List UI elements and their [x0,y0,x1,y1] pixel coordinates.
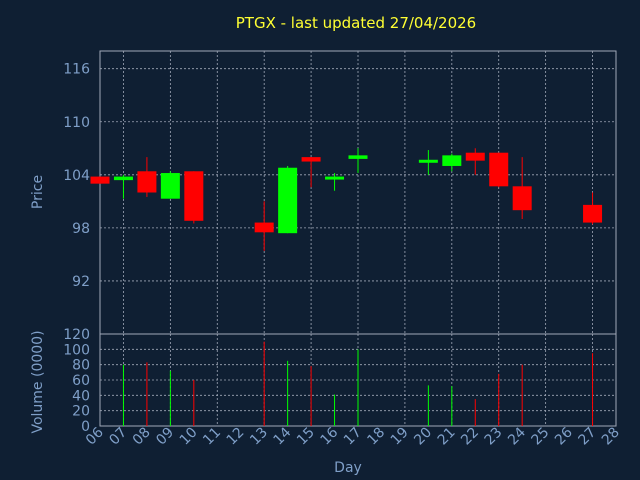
chart-title: PTGX - last updated 27/04/2026 [236,14,476,32]
candle-body [254,222,274,233]
candle-body [137,171,157,193]
candle-body [113,176,133,181]
x-tick-label: 14 [271,424,295,448]
candle-body [442,155,462,166]
candle-body [583,204,603,223]
price-tick-label: 98 [72,221,90,237]
x-tick-label: 09 [153,425,177,449]
volume-tick-label: 40 [72,388,90,404]
x-tick-label: 25 [529,425,553,449]
candle-body [160,173,180,199]
price-panel: 92 98 104 110 116 [63,50,617,335]
x-tick-label: 07 [106,425,130,449]
candle-body [465,152,485,161]
x-tick-label: 10 [177,425,201,449]
price-tick-label: 92 [72,274,90,290]
x-tick-label: 27 [575,425,599,449]
x-tick-label: 18 [364,425,388,449]
x-tick-label: 19 [388,425,412,449]
x-axis-label: Day [334,460,362,476]
x-tick-label: 16 [317,424,341,448]
x-tick-label: 26 [552,424,576,448]
price-tick-label: 110 [63,115,90,131]
price-axis-label: Price [30,175,46,209]
x-tick-label: 13 [247,425,271,449]
price-tick-label: 104 [63,168,90,184]
candle-body [184,171,204,221]
volume-tick-label: 0 [81,419,90,435]
candle-body [512,186,532,211]
volume-tick-label: 60 [72,373,90,389]
x-tick-label: 17 [341,425,365,449]
candle-body [90,176,110,184]
x-tick-label: 24 [505,424,529,448]
candle-body [325,176,345,180]
volume-axis-label: Volume (0000) [30,330,46,433]
x-tick-label: 21 [435,425,459,449]
volume-tick-label: 120 [63,327,90,343]
volume-tick-label: 20 [72,404,90,420]
x-tick-label: 23 [482,425,506,449]
price-tick-label: 116 [63,62,90,78]
x-tick-label: 11 [200,425,224,449]
candle-body [301,157,321,162]
volume-tick-label: 100 [63,342,90,358]
x-tick-label: 08 [130,425,154,449]
x-tick-label: 12 [224,425,248,449]
x-tick-label: 28 [599,425,623,449]
x-tick-label: 20 [411,425,435,449]
candle-body [278,167,298,234]
x-tick-label: 22 [458,425,482,449]
candle-body [418,159,438,163]
x-tick-label: 15 [294,425,318,449]
candle-body [348,155,368,159]
volume-tick-label: 80 [72,358,90,374]
candle-body [489,152,509,187]
